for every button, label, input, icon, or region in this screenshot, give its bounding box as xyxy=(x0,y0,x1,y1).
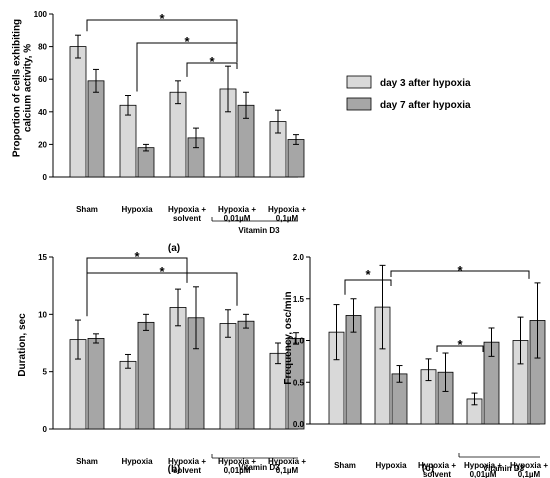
category-label: solvent xyxy=(423,470,451,478)
significance-bracket xyxy=(86,19,238,63)
y-tick-label: 0.0 xyxy=(293,420,305,429)
y-tick-label: 20 xyxy=(38,140,47,149)
significance-star: * xyxy=(134,249,140,264)
category-label: Hypoxia xyxy=(121,205,153,214)
bar-day3 xyxy=(69,46,87,178)
y-axis-label: Frequency, osc/min xyxy=(283,291,294,384)
bar-day3 xyxy=(119,360,137,430)
category-label: Hypoxia + xyxy=(268,205,306,214)
significance-bracket xyxy=(186,62,238,77)
significance-bracket xyxy=(436,345,484,352)
significance-bracket xyxy=(86,272,238,317)
bar-day7 xyxy=(237,320,255,430)
significance-star: * xyxy=(457,263,463,278)
category-label: Hypoxia xyxy=(121,457,153,466)
bar-day7 xyxy=(87,338,105,430)
y-tick-label: 100 xyxy=(34,10,48,19)
category-label: solvent xyxy=(173,214,201,223)
category-label: 0,1µM xyxy=(276,466,299,475)
significance-star: * xyxy=(184,34,190,49)
y-tick-label: 60 xyxy=(38,75,47,84)
significance-star: * xyxy=(159,11,165,26)
category-label: 0,01µM xyxy=(224,214,251,223)
bar-day3 xyxy=(119,104,137,178)
significance-bracket xyxy=(390,270,530,279)
y-tick-label: 0 xyxy=(43,173,48,182)
bar-day3 xyxy=(169,91,187,178)
category-label: Hypoxia + xyxy=(464,461,502,470)
category-label: Sham xyxy=(334,461,356,470)
group-label: Vitamin D3 xyxy=(238,226,280,235)
panel-label: (b) xyxy=(168,464,181,475)
y-tick-label: 40 xyxy=(38,108,47,117)
significance-star: * xyxy=(159,264,165,279)
y-tick-label: 2.0 xyxy=(293,253,305,262)
category-label: 0,01µM xyxy=(224,466,251,475)
legend-label: day 7 after hypoxia xyxy=(380,100,471,111)
category-label: Sham xyxy=(76,205,98,214)
y-axis-label: calcium activity, % xyxy=(23,44,34,132)
bar-day7 xyxy=(137,147,155,178)
bar-day7 xyxy=(287,139,305,178)
category-label: Hypoxia + xyxy=(218,205,256,214)
group-label: Vitamin D3 xyxy=(483,464,525,473)
category-label: Sham xyxy=(76,457,98,466)
category-label: Hypoxia + xyxy=(168,205,206,214)
significance-star: * xyxy=(209,54,215,69)
panel-label: (c) xyxy=(422,463,434,474)
y-tick-label: 1.0 xyxy=(293,337,305,346)
legend-swatch-day3 xyxy=(346,75,372,89)
category-label: 0,01µM xyxy=(470,470,497,478)
y-tick-label: 5 xyxy=(43,368,48,377)
bar-day7 xyxy=(87,80,105,178)
panel-label: (a) xyxy=(168,243,180,254)
category-label: 0,1µM xyxy=(276,214,299,223)
category-label: solvent xyxy=(173,466,201,475)
y-axis-label: Proportion of cells exhibiting xyxy=(12,19,23,157)
category-label: Hypoxia + xyxy=(510,461,548,470)
legend-swatch-day7 xyxy=(346,97,372,111)
significance-star: * xyxy=(457,337,463,352)
group-label: Vitamin D3 xyxy=(238,463,280,472)
category-label: Hypoxia + xyxy=(218,457,256,466)
category-label: 0,1µM xyxy=(518,470,541,478)
bar-day3 xyxy=(219,323,237,430)
y-tick-label: 1.5 xyxy=(293,295,305,304)
y-tick-label: 80 xyxy=(38,43,47,52)
significance-star: * xyxy=(365,267,371,282)
y-tick-label: 15 xyxy=(38,253,47,262)
category-label: Hypoxia xyxy=(375,461,407,470)
significance-bracket xyxy=(344,279,392,295)
category-label: Hypoxia + xyxy=(268,457,306,466)
category-label: Hypoxia + xyxy=(418,461,456,470)
y-tick-label: 0.5 xyxy=(293,378,305,387)
significance-bracket xyxy=(136,42,238,92)
y-axis-label: Duration, sec xyxy=(17,313,28,377)
y-tick-label: 10 xyxy=(38,310,47,319)
y-tick-label: 0 xyxy=(43,425,48,434)
bar-day7 xyxy=(137,321,155,430)
legend-label: day 3 after hypoxia xyxy=(380,78,471,89)
category-label: Hypoxia + xyxy=(168,457,206,466)
